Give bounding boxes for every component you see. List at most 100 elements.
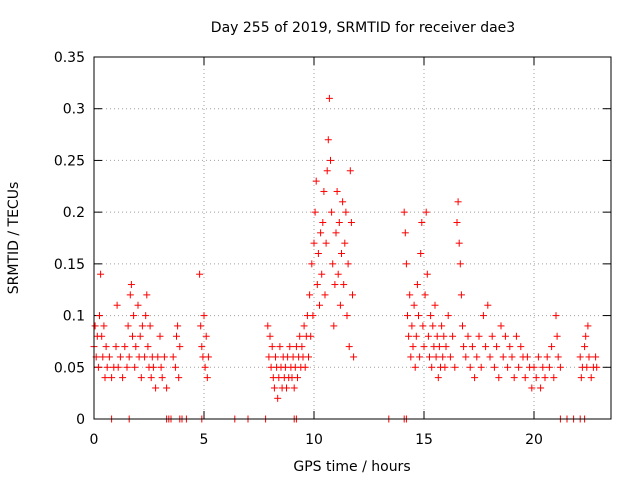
data-point bbox=[545, 363, 553, 371]
data-point bbox=[543, 353, 551, 361]
data-point bbox=[539, 363, 547, 371]
data-point bbox=[506, 343, 514, 351]
data-point bbox=[508, 353, 516, 361]
data-point bbox=[434, 374, 442, 382]
data-point bbox=[94, 363, 102, 371]
data-point bbox=[495, 374, 503, 382]
data-point bbox=[197, 322, 205, 330]
data-point bbox=[537, 384, 545, 392]
data-point bbox=[283, 384, 290, 392]
data-point bbox=[336, 301, 344, 309]
data-point bbox=[576, 353, 584, 361]
data-point bbox=[340, 281, 348, 289]
y-tick-label: 0.3 bbox=[63, 102, 85, 118]
data-point bbox=[99, 353, 107, 361]
data-point bbox=[486, 353, 494, 361]
data-point bbox=[335, 218, 343, 226]
data-point bbox=[169, 353, 177, 361]
data-point bbox=[327, 156, 334, 164]
data-point bbox=[428, 363, 436, 371]
data-point bbox=[100, 322, 108, 330]
data-point bbox=[113, 301, 121, 309]
data-point bbox=[204, 353, 212, 361]
data-point bbox=[405, 332, 413, 340]
data-point bbox=[582, 332, 590, 340]
data-point bbox=[541, 374, 549, 382]
data-point bbox=[175, 374, 183, 382]
data-point bbox=[158, 374, 166, 382]
data-point bbox=[421, 291, 429, 299]
data-point bbox=[321, 291, 329, 299]
data-point bbox=[344, 260, 352, 268]
data-point bbox=[455, 239, 463, 247]
data-point bbox=[330, 322, 338, 330]
data-point bbox=[142, 312, 150, 320]
data-point bbox=[342, 208, 350, 216]
data-point bbox=[91, 322, 99, 330]
data-point bbox=[270, 384, 278, 392]
data-point bbox=[517, 343, 525, 351]
data-point bbox=[420, 343, 428, 351]
data-point bbox=[143, 291, 151, 299]
data-point bbox=[147, 374, 155, 382]
data-point bbox=[415, 312, 422, 320]
data-point bbox=[98, 332, 106, 340]
data-point bbox=[456, 260, 464, 268]
data-point bbox=[460, 343, 468, 351]
data-point bbox=[475, 332, 483, 340]
x-axis-label: GPS time / hours bbox=[293, 459, 410, 475]
data-point bbox=[125, 353, 133, 361]
data-point bbox=[331, 281, 339, 289]
data-point bbox=[97, 270, 105, 278]
data-point bbox=[440, 332, 448, 340]
data-point bbox=[515, 363, 523, 371]
data-point bbox=[294, 374, 301, 382]
data-point bbox=[553, 332, 561, 340]
data-point bbox=[296, 332, 304, 340]
data-point bbox=[317, 229, 325, 237]
data-point bbox=[510, 374, 518, 382]
data-point bbox=[413, 281, 421, 289]
data-point bbox=[108, 374, 116, 382]
data-point bbox=[411, 363, 419, 371]
data-point bbox=[451, 363, 459, 371]
data-point bbox=[408, 322, 416, 330]
data-point bbox=[402, 260, 410, 268]
data-point bbox=[410, 301, 418, 309]
data-points bbox=[90, 94, 601, 423]
data-point bbox=[163, 384, 171, 392]
data-point bbox=[400, 208, 408, 216]
data-point bbox=[201, 363, 209, 371]
y-tick-label: 0.25 bbox=[54, 153, 85, 169]
data-point bbox=[316, 301, 323, 309]
data-point bbox=[309, 312, 317, 320]
data-point bbox=[343, 312, 351, 320]
data-point bbox=[174, 322, 182, 330]
data-point bbox=[497, 322, 505, 330]
data-point bbox=[441, 363, 449, 371]
data-point bbox=[124, 322, 132, 330]
data-point bbox=[310, 239, 318, 247]
data-point bbox=[473, 353, 481, 361]
data-point bbox=[453, 218, 461, 226]
data-point bbox=[431, 301, 439, 309]
data-point bbox=[332, 229, 340, 237]
data-point bbox=[424, 332, 432, 340]
data-point bbox=[512, 332, 520, 340]
data-point bbox=[274, 394, 282, 402]
data-point bbox=[328, 208, 336, 216]
data-point bbox=[318, 270, 326, 278]
data-point bbox=[202, 332, 210, 340]
data-point bbox=[119, 374, 127, 382]
data-point bbox=[196, 270, 204, 278]
data-point bbox=[438, 322, 446, 330]
data-point bbox=[154, 353, 162, 361]
data-point bbox=[290, 384, 298, 392]
x-tick-label: 10 bbox=[305, 432, 323, 448]
data-point bbox=[198, 343, 206, 351]
data-point bbox=[311, 208, 319, 216]
y-axis-label: SRMTID / TECUs bbox=[6, 182, 22, 295]
data-point bbox=[454, 198, 462, 206]
data-point bbox=[314, 250, 322, 258]
data-point bbox=[401, 229, 409, 237]
